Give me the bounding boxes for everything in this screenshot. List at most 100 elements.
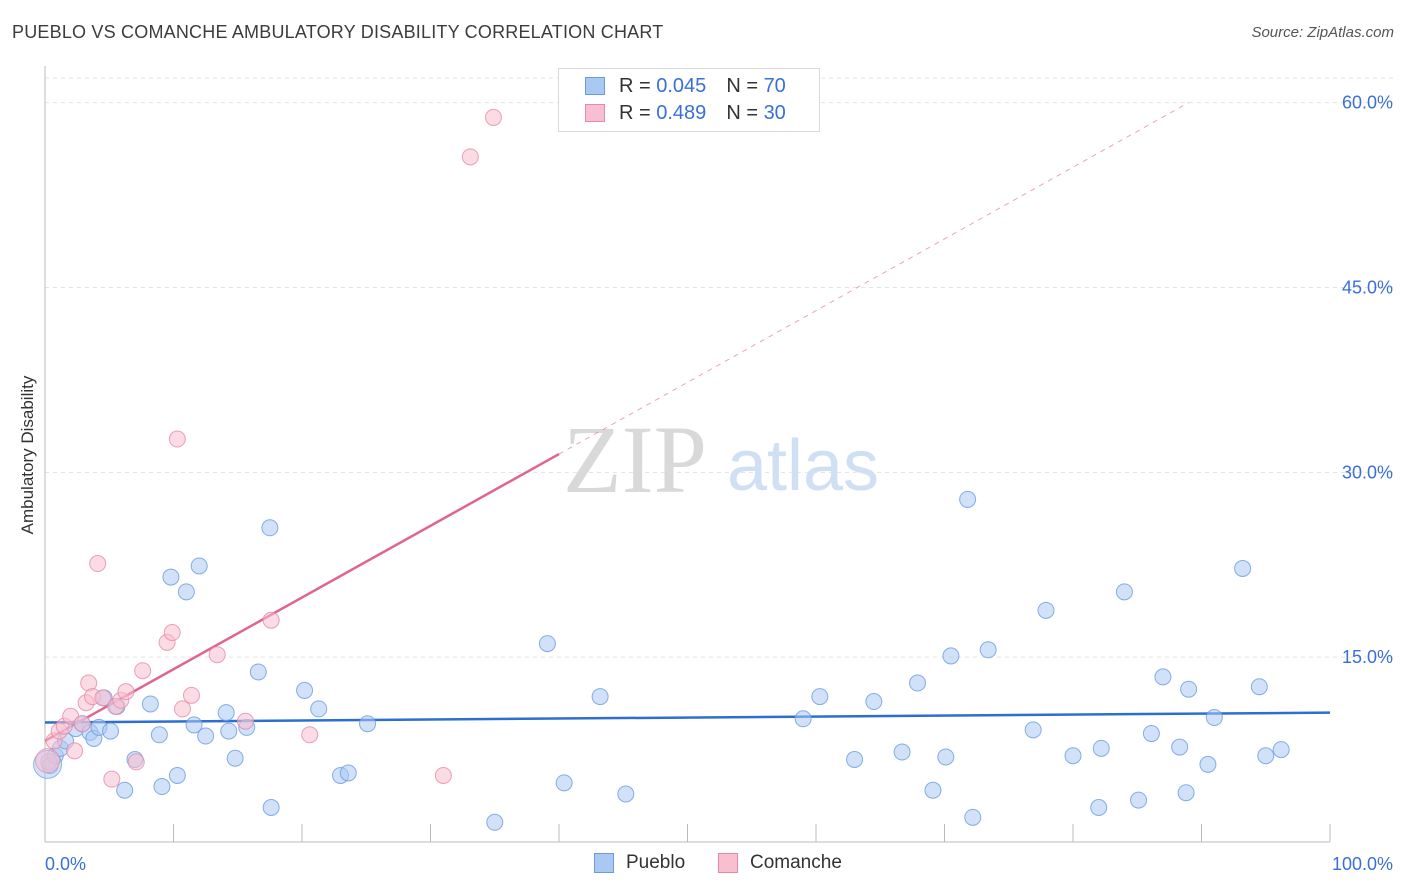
comanche-point xyxy=(484,108,502,126)
comanche-point xyxy=(301,726,319,744)
y-tick-labels: 15.0% 30.0% 45.0% 60.0% xyxy=(1342,93,1393,668)
pueblo-point xyxy=(486,813,504,831)
pueblo-point xyxy=(141,695,159,713)
pueblo-point xyxy=(153,778,171,796)
pueblo-trend-line xyxy=(44,711,1331,724)
comanche-point xyxy=(182,686,200,704)
pueblo-point xyxy=(937,748,955,766)
legend-n-value: 30 xyxy=(763,101,786,124)
pueblo-point xyxy=(1037,601,1055,619)
comanche-point xyxy=(208,646,226,664)
series-label-pueblo: Pueblo xyxy=(626,852,686,873)
x-tick-label: 100.0% xyxy=(1332,854,1393,874)
comanche-point xyxy=(127,753,145,771)
pueblo-point xyxy=(1154,668,1172,686)
pueblo-point xyxy=(168,766,186,784)
legend-row-pueblo: R = 0.045 N = 70 xyxy=(585,74,786,98)
pueblo-point xyxy=(959,490,977,508)
legend-n-value: 70 xyxy=(763,74,786,97)
series-swatch-comanche xyxy=(718,853,738,873)
pueblo-point xyxy=(893,743,911,761)
pueblo-point xyxy=(942,647,960,665)
y-tick-label: 45.0% xyxy=(1342,277,1393,297)
pueblo-point xyxy=(1064,747,1082,765)
series-legend-comanche[interactable]: Comanche xyxy=(718,852,842,874)
comanche-point xyxy=(434,766,452,784)
pueblo-point xyxy=(197,727,215,745)
comanche-point xyxy=(262,611,280,629)
pueblo-point xyxy=(310,700,328,718)
pueblo-point xyxy=(261,519,279,537)
pueblo-point xyxy=(339,764,357,782)
pueblo-point xyxy=(162,568,180,586)
pueblo-point xyxy=(865,693,883,711)
pueblo-point xyxy=(1171,738,1189,756)
comanche-point xyxy=(117,683,135,701)
series-legend: Pueblo Comanche xyxy=(0,852,1406,878)
legend-row-comanche: R = 0.489 N = 30 xyxy=(585,101,786,125)
pueblo-point xyxy=(116,781,134,799)
stats-legend: R = 0.045 N = 70 R = 0.489 N = 30 xyxy=(558,68,820,132)
points-layer xyxy=(33,108,1290,831)
pueblo-point xyxy=(1205,709,1223,727)
pueblo-point xyxy=(1272,741,1290,759)
pueblo-point xyxy=(1092,739,1110,757)
x-tick-label: 0.0% xyxy=(45,854,86,874)
pueblo-point xyxy=(226,749,244,767)
chart-title: PUEBLO VS COMANCHE AMBULATORY DISABILITY… xyxy=(12,22,664,42)
legend-r-label: R = xyxy=(619,74,651,97)
comanche-point xyxy=(103,770,121,788)
pueblo-point xyxy=(1177,784,1195,802)
pueblo-point xyxy=(924,781,942,799)
pueblo-point xyxy=(617,785,635,803)
comanche-point xyxy=(94,689,112,707)
comanche-point xyxy=(173,700,191,718)
pueblo-point xyxy=(217,704,235,722)
pueblo-point xyxy=(1024,721,1042,739)
x-tick-labels: 0.0% 100.0% xyxy=(45,854,1393,874)
legend-r-value: 0.489 xyxy=(656,101,707,124)
pueblo-point xyxy=(794,710,812,728)
pueblo-point xyxy=(1250,678,1268,696)
pueblo-point xyxy=(1142,725,1160,743)
series-legend-pueblo[interactable]: Pueblo xyxy=(594,852,685,874)
grid-layer xyxy=(45,77,1395,658)
pueblo-point xyxy=(359,715,377,733)
pueblo-point xyxy=(102,722,120,740)
pueblo-point xyxy=(220,722,238,740)
pueblo-point xyxy=(909,674,927,692)
pueblo-point xyxy=(591,688,609,706)
y-tick-label: 60.0% xyxy=(1342,93,1393,113)
pueblo-point xyxy=(262,798,280,816)
pueblo-point xyxy=(1090,798,1108,816)
comanche-point xyxy=(89,555,107,573)
pueblo-point xyxy=(1257,747,1275,765)
pueblo-point xyxy=(538,635,556,653)
comanche-point xyxy=(461,148,479,166)
y-tick-label: 15.0% xyxy=(1342,647,1393,667)
pueblo-point xyxy=(846,750,864,768)
pueblo-point xyxy=(185,716,203,734)
pueblo-point xyxy=(1130,791,1148,809)
legend-r-value: 0.045 xyxy=(656,74,707,97)
watermark: ZIP atlas xyxy=(563,406,879,513)
series-swatch-pueblo xyxy=(594,853,614,873)
pueblo-point xyxy=(1115,583,1133,601)
pueblo-point xyxy=(150,726,168,744)
comanche-point xyxy=(236,712,254,730)
y-tick-label: 30.0% xyxy=(1342,462,1393,482)
pueblo-point xyxy=(1234,559,1252,577)
legend-n-label: N = xyxy=(726,74,758,97)
axes-layer xyxy=(44,66,1331,843)
watermark-zip: ZIP xyxy=(563,406,707,513)
legend-swatch-pueblo xyxy=(585,77,605,95)
pueblo-point xyxy=(811,688,829,706)
series-label-comanche: Comanche xyxy=(750,852,842,873)
pueblo-point xyxy=(249,663,267,681)
pueblo-point xyxy=(555,774,573,792)
pueblo-point xyxy=(964,808,982,826)
comanche-point xyxy=(163,624,181,642)
comanche-point xyxy=(73,715,91,733)
watermark-atlas: atlas xyxy=(727,426,879,506)
pueblo-point xyxy=(296,681,314,699)
